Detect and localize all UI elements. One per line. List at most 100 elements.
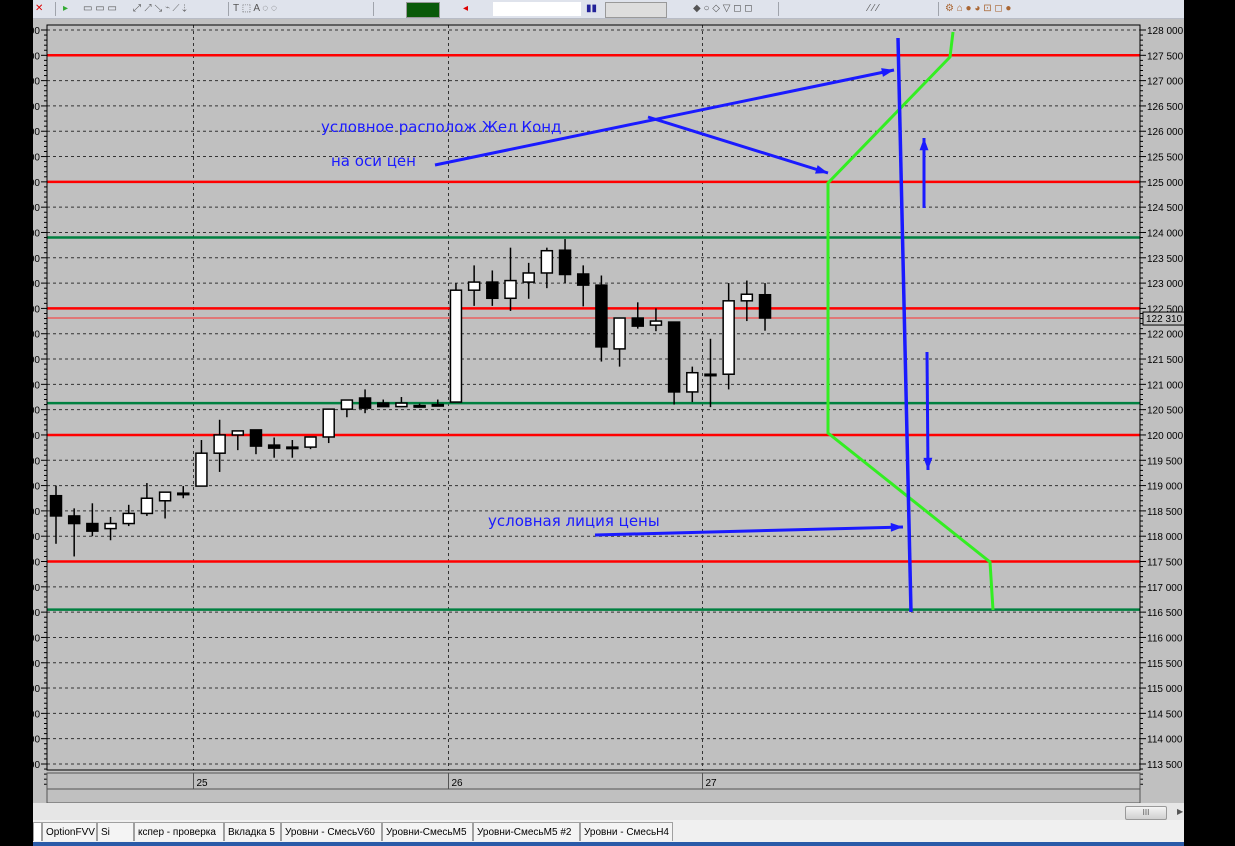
toolbar-drawing-icons[interactable]: ⤢ ↗ ↘ ⌁ ⟋ ⇣ bbox=[133, 3, 187, 14]
y-tick-label: 115 500 bbox=[1147, 659, 1183, 670]
left-y-tick-label: 119 000 bbox=[33, 482, 40, 493]
left-y-tick-label: 126 500 bbox=[33, 102, 40, 113]
arrowhead-icon bbox=[815, 165, 828, 174]
date-label: 26 bbox=[452, 778, 464, 789]
toolbar-divider bbox=[228, 2, 229, 16]
last-price-label: 122 310 bbox=[1146, 314, 1183, 325]
user-drawings: условное располож Жел Конд на оси цен усло… bbox=[321, 31, 995, 613]
y-tick-label: 120 000 bbox=[1147, 431, 1184, 442]
y-tick-label: 124 000 bbox=[1147, 228, 1184, 239]
y-tick-label: 115 000 bbox=[1147, 684, 1183, 695]
candle-up bbox=[140, 497, 154, 515]
candle-up bbox=[449, 289, 463, 403]
left-y-tick-label: 119 500 bbox=[33, 456, 40, 467]
y-tick-label: 125 500 bbox=[1147, 153, 1184, 164]
left-y-tick-label: 120 000 bbox=[33, 431, 40, 442]
toolbar-grid-icon[interactable]: ▭ ▭ ▭ bbox=[83, 3, 117, 14]
y-tick-label: 116 000 bbox=[1147, 633, 1183, 644]
toolbar-misc-icons[interactable]: ⚙ ⌂ ● ◕ ⊡ ◻ ● bbox=[945, 3, 1012, 14]
annotation-text: условная лиция цены bbox=[488, 512, 660, 530]
y-tick-label: 122 500 bbox=[1147, 304, 1184, 315]
scrollbar-thumb[interactable]: III bbox=[1125, 806, 1167, 820]
toolbar-shape-icons[interactable]: ◆ ○ ◇ ▽ ◻ ◻ bbox=[693, 3, 753, 14]
arrowhead-icon bbox=[923, 457, 933, 470]
left-y-tick-label: 125 500 bbox=[33, 153, 40, 164]
tab-blank[interactable] bbox=[33, 822, 42, 841]
left-y-tick-label: 118 000 bbox=[33, 532, 40, 543]
tab-vkladka-5[interactable]: Вкладка 5 bbox=[224, 822, 281, 841]
candle-down bbox=[358, 397, 372, 409]
candle-up bbox=[613, 317, 626, 350]
y-tick-label: 122 000 bbox=[1147, 330, 1184, 341]
candle-up bbox=[395, 402, 408, 408]
candle-up bbox=[322, 408, 335, 438]
tab-urovni-smes-m5-2[interactable]: Уровни-СмесьМ5 #2 bbox=[473, 822, 580, 841]
candle-down bbox=[576, 273, 590, 286]
toolbar-divider bbox=[778, 2, 779, 16]
close-chart-icon[interactable]: ✕ bbox=[35, 3, 44, 14]
left-y-tick-label: 117 500 bbox=[33, 558, 40, 569]
arrowhead-icon bbox=[919, 138, 929, 151]
price-axis: 128 000 128 000 127 500 127 500 127 000 127 0… bbox=[33, 25, 1184, 785]
candle-down bbox=[486, 281, 499, 300]
left-y-tick-label: 113 500 bbox=[33, 760, 40, 771]
y-tick-label: 127 000 bbox=[1147, 77, 1184, 88]
candle-down bbox=[376, 402, 390, 408]
left-y-tick-label: 128 000 bbox=[33, 26, 40, 37]
toolbar-text-icons[interactable]: T ⬚ A ◌ ◌ bbox=[233, 3, 277, 14]
candlestick-chart[interactable]: 128 000 128 000 127 500 127 500 127 000 127 0… bbox=[33, 0, 1184, 846]
y-tick-label: 113 500 bbox=[1147, 760, 1183, 771]
left-y-tick-label: 116 500 bbox=[33, 608, 40, 619]
tab-urovni-smes-h4[interactable]: Уровни - СмесьН4 bbox=[580, 822, 673, 841]
left-y-tick-label: 120 500 bbox=[33, 406, 40, 417]
scroll-right-arrow-icon[interactable]: ▶ bbox=[1177, 807, 1184, 816]
y-tick-label: 119 500 bbox=[1147, 456, 1183, 467]
left-y-tick-label: 123 000 bbox=[33, 279, 40, 290]
tab-ksper-proverka[interactable]: кспер - проверка bbox=[134, 822, 224, 841]
candle-up bbox=[740, 293, 754, 302]
left-y-tick-label: 121 000 bbox=[33, 380, 40, 391]
tab-urovni-smes-v60[interactable]: Уровни - СмесьV60 bbox=[281, 822, 382, 841]
date-bar-lower bbox=[46, 788, 1141, 804]
left-y-tick-label: 127 500 bbox=[33, 51, 40, 62]
tab-optionfvv[interactable]: OptionFVV bbox=[42, 822, 97, 841]
candle-down bbox=[67, 515, 81, 525]
chart-thumbnail-icon[interactable] bbox=[406, 2, 440, 18]
down-arrow bbox=[925, 351, 930, 471]
candle-up bbox=[649, 320, 663, 326]
toolbar-tool-icon[interactable]: ▸ bbox=[63, 3, 69, 14]
arrowhead-icon bbox=[890, 522, 903, 532]
candle-down bbox=[595, 284, 608, 348]
y-tick-label: 114 500 bbox=[1147, 709, 1183, 720]
left-y-tick-label: 124 000 bbox=[33, 228, 40, 239]
plot-border bbox=[46, 24, 1141, 771]
left-y-tick-label: 121 500 bbox=[33, 355, 40, 366]
candle-down bbox=[86, 522, 99, 532]
timeframe-select[interactable] bbox=[605, 2, 667, 18]
last-price-box bbox=[1142, 311, 1184, 326]
candle-up bbox=[158, 491, 172, 502]
left-y-tick-label: 122 500 bbox=[33, 304, 40, 315]
y-tick-label: 121 500 bbox=[1147, 355, 1184, 366]
candle-up bbox=[122, 512, 135, 525]
price-levels bbox=[47, 54, 1140, 611]
tab-urovni-smes-m5[interactable]: Уровни-СмесьМ5 bbox=[382, 822, 473, 841]
tab-si[interactable]: Si bbox=[97, 822, 134, 841]
toolbar-input[interactable] bbox=[493, 2, 581, 16]
toolbar-color-icon[interactable]: ◂ bbox=[463, 3, 469, 14]
annotation-text: на оси цен bbox=[331, 152, 416, 170]
y-tick-label: 114 000 bbox=[1147, 735, 1183, 746]
toolbar-pen-icons[interactable]: ⁄ ⁄ ⁄ bbox=[868, 3, 879, 14]
chart-window: ✕ ▸ ▭ ▭ ▭ ⤢ ↗ ↘ ⌁ ⟋ ⇣ T ⬚ A ◌ ◌ ◂ ▮▮ ◆ ○… bbox=[33, 0, 1184, 846]
candle-up bbox=[104, 522, 117, 530]
y-tick-label: 128 000 bbox=[1147, 26, 1184, 37]
candle-down bbox=[267, 444, 281, 449]
candle-down bbox=[249, 429, 263, 447]
candle-down bbox=[758, 293, 772, 319]
arrow-to-price-axis bbox=[434, 68, 895, 167]
y-tick-label: 121 000 bbox=[1147, 380, 1184, 391]
candle-down bbox=[667, 321, 681, 393]
green-conditional-line bbox=[826, 31, 995, 611]
candle-up bbox=[177, 492, 190, 496]
toolbar-bars-icon[interactable]: ▮▮ bbox=[586, 3, 598, 14]
